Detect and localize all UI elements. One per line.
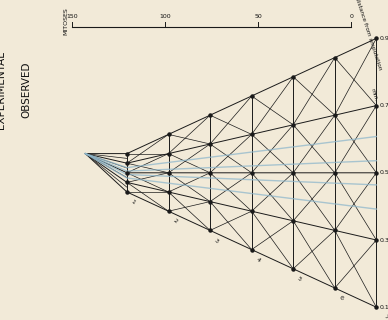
Text: 0.1: 0.1 [379, 305, 388, 310]
Text: 0.7: 0.7 [379, 103, 388, 108]
Text: 0.5: 0.5 [379, 170, 388, 175]
Text: 0.9: 0.9 [379, 36, 388, 41]
Text: 0: 0 [349, 14, 353, 19]
Text: 150: 150 [66, 14, 78, 19]
Text: 2: 2 [171, 218, 178, 225]
Text: 6: 6 [338, 295, 344, 301]
Text: EXPERIMENTAL: EXPERIMENTAL [0, 51, 6, 129]
Text: mm.: mm. [369, 88, 378, 102]
Text: 50: 50 [254, 14, 262, 19]
Text: MITOSES: MITOSES [63, 7, 68, 35]
Text: 4: 4 [255, 257, 261, 263]
Text: 7
day: 7 day [379, 314, 388, 320]
Text: 3: 3 [213, 237, 219, 244]
Text: 100: 100 [159, 14, 171, 19]
Text: 5: 5 [296, 276, 303, 282]
Text: 0.3: 0.3 [379, 237, 388, 243]
Text: OBSERVED: OBSERVED [21, 61, 31, 118]
Text: 1: 1 [130, 199, 136, 205]
Text: distance from amputation: distance from amputation [354, 0, 382, 70]
